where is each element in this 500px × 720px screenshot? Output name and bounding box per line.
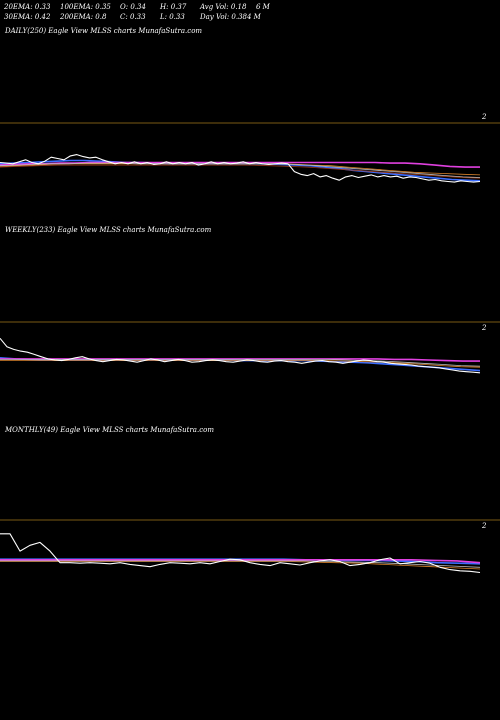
weekly-panel-title: WEEKLY(233) Eagle View MLSS charts Munaf…	[5, 226, 212, 234]
weekly-ema-pink-series	[0, 358, 480, 362]
weekly-y-tick: 2	[482, 324, 487, 332]
high-readout: H: 0.37	[160, 3, 187, 11]
ema20-readout: 20EMA: 0.33	[4, 3, 51, 11]
daily-ema-gray-series	[0, 162, 481, 178]
ema100-readout: 100EMA: 0.35	[60, 3, 111, 11]
avg-vol-readout: Avg Vol: 0.18	[200, 3, 247, 11]
avg-vol-unit: 6 M	[256, 3, 270, 11]
monthly-panel-title: MONTHLY(49) Eagle View MLSS charts Munaf…	[5, 426, 214, 434]
monthly-ema-orange-series	[0, 561, 481, 570]
day-vol-readout: Day Vol: 0.384 M	[200, 13, 261, 21]
ema30-readout: 30EMA: 0.42	[4, 13, 51, 21]
daily-ema-dark_red-series	[0, 164, 481, 179]
weekly-ema-gray-series	[0, 358, 481, 367]
weekly-price-series	[0, 337, 481, 374]
daily-y-tick: 2	[482, 113, 487, 121]
daily-price-series	[0, 154, 481, 183]
close-readout: C: 0.33	[120, 13, 146, 21]
low-readout: L: 0.33	[160, 13, 185, 21]
daily-panel-title: DAILY(250) Eagle View MLSS charts Munafa…	[5, 27, 203, 35]
monthly-y-tick: 2	[482, 522, 487, 530]
monthly-price-series	[0, 533, 481, 574]
ema200-readout: 200EMA: 0.8	[60, 13, 107, 21]
open-readout: O: 0.34	[120, 3, 146, 11]
